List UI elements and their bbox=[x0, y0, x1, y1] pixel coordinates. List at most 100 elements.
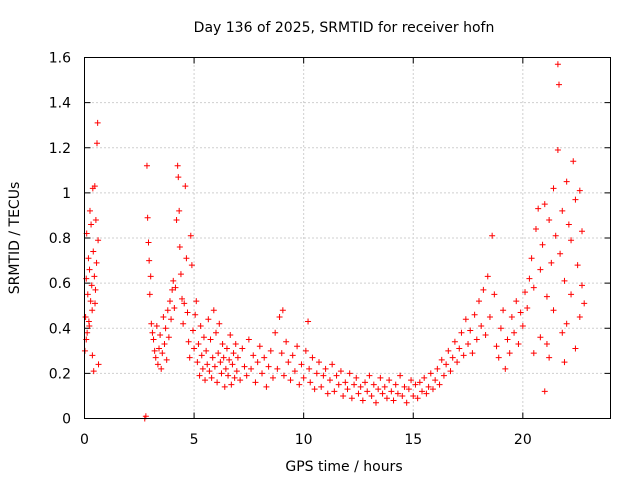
data-point bbox=[226, 356, 233, 363]
data-point bbox=[185, 338, 192, 345]
x-tick-label: 15 bbox=[404, 432, 422, 448]
data-point bbox=[572, 196, 579, 203]
data-point bbox=[309, 354, 316, 361]
data-point bbox=[283, 338, 290, 345]
data-point bbox=[348, 395, 355, 402]
y-tick-label: 0.6 bbox=[49, 276, 71, 292]
data-point bbox=[306, 365, 313, 372]
data-point bbox=[89, 352, 96, 359]
data-point bbox=[460, 352, 467, 359]
data-point bbox=[294, 343, 301, 350]
data-point bbox=[469, 350, 476, 357]
data-point bbox=[169, 286, 176, 293]
y-tick-label: 0 bbox=[62, 412, 71, 428]
data-point bbox=[561, 277, 568, 284]
data-point bbox=[93, 140, 100, 147]
data-point bbox=[434, 365, 441, 372]
data-point bbox=[161, 341, 168, 348]
data-point bbox=[151, 347, 158, 354]
data-point bbox=[537, 334, 544, 341]
x-tick-label: 10 bbox=[295, 432, 313, 448]
data-point bbox=[196, 372, 203, 379]
data-point bbox=[462, 316, 469, 323]
data-point bbox=[504, 336, 511, 343]
data-point bbox=[219, 341, 226, 348]
data-point bbox=[146, 291, 153, 298]
data-point bbox=[423, 390, 430, 397]
data-point bbox=[513, 298, 520, 305]
data-point bbox=[154, 361, 161, 368]
data-point bbox=[187, 232, 194, 239]
data-point bbox=[543, 293, 550, 300]
y-tick-label: 1.6 bbox=[49, 51, 71, 67]
data-point bbox=[458, 329, 465, 336]
data-point bbox=[440, 372, 447, 379]
data-point bbox=[300, 374, 307, 381]
data-point bbox=[91, 183, 98, 190]
data-point bbox=[165, 334, 172, 341]
data-point bbox=[162, 325, 169, 332]
data-point bbox=[447, 368, 454, 375]
data-point bbox=[574, 262, 581, 269]
data-point bbox=[220, 354, 227, 361]
data-point bbox=[421, 374, 428, 381]
data-point bbox=[82, 313, 89, 320]
data-point bbox=[508, 313, 515, 320]
data-point bbox=[408, 377, 415, 384]
data-point bbox=[229, 361, 236, 368]
data-point bbox=[377, 374, 384, 381]
data-point bbox=[539, 241, 546, 248]
data-point bbox=[480, 286, 487, 293]
data-point bbox=[90, 248, 97, 255]
data-point bbox=[390, 397, 397, 404]
data-point bbox=[491, 291, 498, 298]
data-point bbox=[541, 201, 548, 208]
data-point bbox=[199, 365, 206, 372]
data-point bbox=[214, 379, 221, 386]
data-point bbox=[194, 359, 201, 366]
data-point bbox=[438, 356, 445, 363]
data-point bbox=[576, 187, 583, 194]
data-point bbox=[445, 347, 452, 354]
data-point bbox=[202, 377, 209, 384]
data-point bbox=[215, 350, 222, 357]
x-tick-labels: 0 5 10 15 20 bbox=[80, 432, 532, 448]
grid bbox=[84, 57, 611, 419]
data-point bbox=[287, 377, 294, 384]
data-point bbox=[160, 313, 167, 320]
data-point bbox=[291, 368, 298, 375]
data-point bbox=[166, 298, 173, 305]
data-point bbox=[579, 282, 586, 289]
data-point bbox=[401, 383, 408, 390]
data-point bbox=[397, 372, 404, 379]
data-point bbox=[399, 392, 406, 399]
data-point bbox=[176, 207, 183, 214]
data-point bbox=[451, 338, 458, 345]
data-point bbox=[364, 388, 371, 395]
data-point bbox=[465, 341, 472, 348]
y-tick-label: 0.4 bbox=[49, 321, 71, 337]
data-point bbox=[471, 311, 478, 318]
data-point bbox=[216, 320, 223, 327]
data-point bbox=[570, 158, 577, 165]
data-point bbox=[177, 271, 184, 278]
data-point bbox=[370, 381, 377, 388]
data-point bbox=[205, 316, 212, 323]
data-point bbox=[502, 365, 509, 372]
data-point bbox=[432, 377, 439, 384]
data-point bbox=[228, 381, 235, 388]
data-point bbox=[234, 354, 241, 361]
data-point bbox=[200, 334, 207, 341]
data-point bbox=[183, 255, 190, 262]
data-point bbox=[146, 257, 153, 264]
data-point bbox=[237, 377, 244, 384]
data-point bbox=[222, 365, 229, 372]
data-point bbox=[340, 392, 347, 399]
chart-title: Day 136 of 2025, SRMTID for receiver hof… bbox=[194, 20, 495, 36]
data-point bbox=[188, 262, 195, 269]
data-point bbox=[546, 354, 553, 361]
data-point bbox=[414, 395, 421, 402]
data-point bbox=[559, 207, 566, 214]
data-point bbox=[456, 345, 463, 352]
data-point bbox=[152, 354, 159, 361]
